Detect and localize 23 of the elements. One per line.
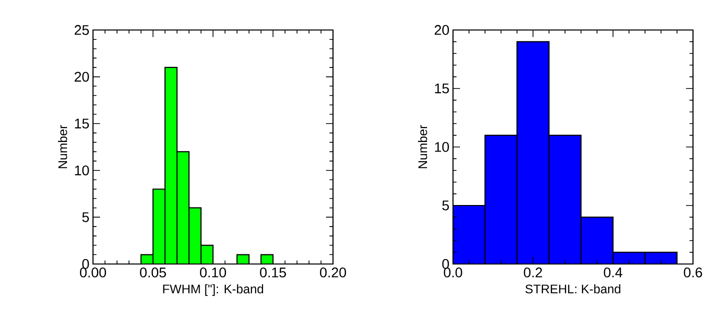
x-tick-label: 0.15 xyxy=(260,268,286,278)
x-tick-label: 0.00 xyxy=(80,268,106,278)
y-tick-label: 15 xyxy=(435,84,449,94)
y-tick-label: 15 xyxy=(75,118,89,128)
x-axis-title: FWHM ["]: K-band xyxy=(163,284,264,296)
x-tick-label: 0.0 xyxy=(444,268,462,278)
y-tick-label: 0 xyxy=(82,259,89,269)
y-tick-label: 20 xyxy=(434,25,449,35)
x-axis-title: STREHL: K-band xyxy=(525,284,620,294)
x-tick-label: 0.10 xyxy=(200,268,226,278)
y-tick-label: 10 xyxy=(75,165,89,176)
y-tick-label: 5 xyxy=(82,212,89,222)
y-axis-title: Number xyxy=(58,125,68,168)
x-tick-label: 0.6 xyxy=(684,268,702,278)
x-tick-label: 0.2 xyxy=(524,268,542,278)
x-tick-label: 0.20 xyxy=(320,268,346,278)
y-tick-label: 20 xyxy=(74,72,89,82)
x-tick-label: 0.4 xyxy=(604,268,622,278)
y-axis-title: Number xyxy=(418,125,428,168)
x-tick-label: 0.05 xyxy=(140,268,166,278)
y-tick-label: 10 xyxy=(435,142,449,152)
y-tick-label: 5 xyxy=(442,200,449,210)
y-tick-label: 25 xyxy=(74,25,89,35)
